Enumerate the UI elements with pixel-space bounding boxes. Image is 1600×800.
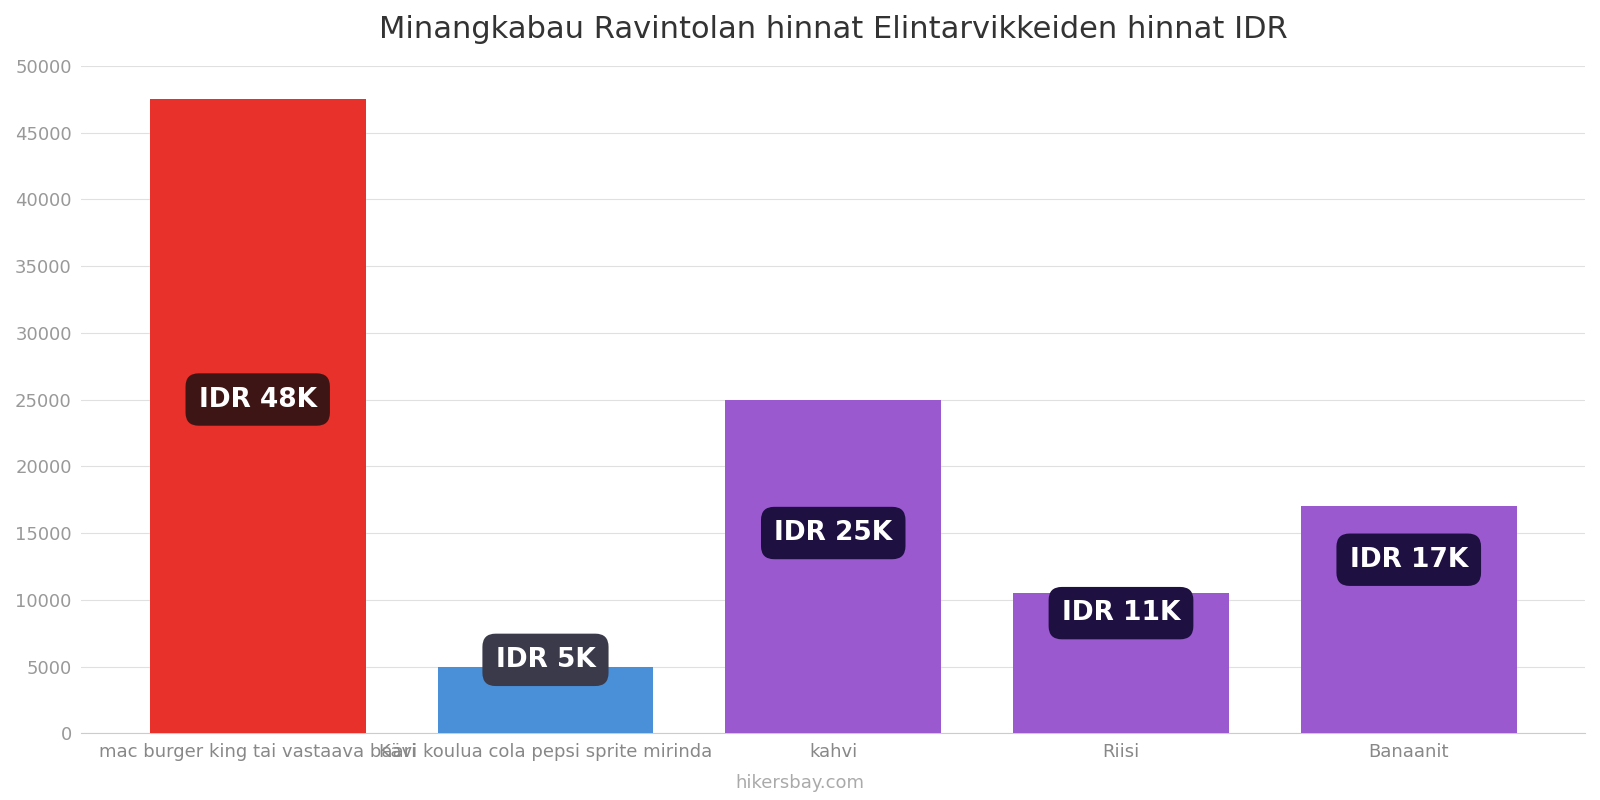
Bar bbox=[1013, 593, 1229, 734]
Text: hikersbay.com: hikersbay.com bbox=[736, 774, 864, 792]
Text: IDR 17K: IDR 17K bbox=[1350, 546, 1467, 573]
Bar bbox=[1301, 506, 1517, 734]
Bar bbox=[437, 666, 653, 734]
Text: IDR 25K: IDR 25K bbox=[774, 520, 893, 546]
Bar bbox=[725, 399, 941, 734]
Text: IDR 5K: IDR 5K bbox=[496, 647, 595, 673]
Text: IDR 11K: IDR 11K bbox=[1062, 600, 1181, 626]
Text: IDR 48K: IDR 48K bbox=[198, 386, 317, 413]
Bar bbox=[150, 99, 366, 734]
Title: Minangkabau Ravintolan hinnat Elintarvikkeiden hinnat IDR: Minangkabau Ravintolan hinnat Elintarvik… bbox=[379, 15, 1288, 44]
